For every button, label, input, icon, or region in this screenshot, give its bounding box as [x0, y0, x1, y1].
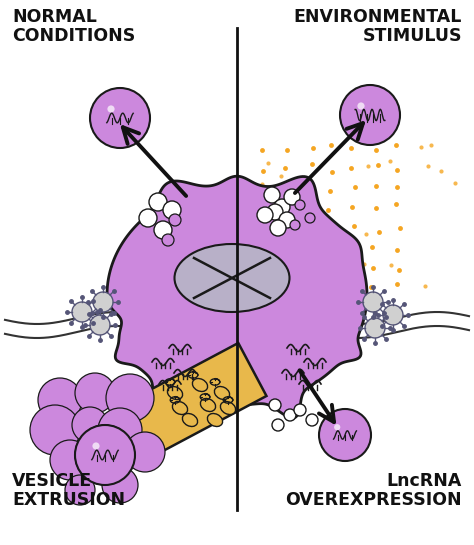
- Circle shape: [75, 425, 135, 485]
- Ellipse shape: [167, 386, 182, 399]
- Ellipse shape: [214, 386, 229, 399]
- Circle shape: [284, 189, 300, 205]
- Circle shape: [284, 409, 296, 421]
- Circle shape: [340, 85, 400, 145]
- Circle shape: [295, 200, 305, 210]
- Circle shape: [106, 374, 154, 422]
- Ellipse shape: [192, 379, 208, 391]
- Circle shape: [102, 467, 138, 503]
- Circle shape: [306, 414, 318, 426]
- Circle shape: [154, 221, 172, 239]
- Circle shape: [98, 408, 142, 452]
- Polygon shape: [124, 343, 266, 457]
- Circle shape: [92, 443, 100, 450]
- Text: NORMAL
CONDITIONS: NORMAL CONDITIONS: [12, 8, 135, 45]
- Circle shape: [294, 404, 306, 416]
- Circle shape: [334, 424, 340, 431]
- Circle shape: [267, 204, 283, 220]
- Circle shape: [149, 193, 167, 211]
- Circle shape: [65, 475, 95, 505]
- Circle shape: [162, 234, 174, 246]
- Circle shape: [93, 292, 113, 312]
- Text: LncRNA
OVEREXPRESSION: LncRNA OVEREXPRESSION: [285, 472, 462, 510]
- Circle shape: [163, 201, 181, 219]
- Circle shape: [290, 220, 300, 230]
- Circle shape: [363, 292, 383, 312]
- Circle shape: [169, 214, 181, 226]
- Circle shape: [383, 305, 403, 325]
- Circle shape: [72, 407, 108, 443]
- Circle shape: [72, 302, 92, 322]
- Ellipse shape: [201, 398, 216, 411]
- Polygon shape: [107, 176, 367, 418]
- Text: ENVIRONMENTAL
STIMULUS: ENVIRONMENTAL STIMULUS: [293, 8, 462, 45]
- Ellipse shape: [173, 402, 188, 415]
- Circle shape: [279, 212, 295, 228]
- Circle shape: [75, 373, 115, 413]
- Circle shape: [108, 105, 115, 113]
- Circle shape: [270, 220, 286, 236]
- Circle shape: [50, 440, 90, 480]
- Circle shape: [365, 318, 385, 338]
- Ellipse shape: [220, 402, 236, 415]
- Text: VESICLE
EXTRUSION: VESICLE EXTRUSION: [12, 472, 125, 510]
- Circle shape: [319, 409, 371, 461]
- Ellipse shape: [174, 244, 290, 312]
- Circle shape: [38, 378, 82, 422]
- Circle shape: [139, 209, 157, 227]
- Circle shape: [90, 315, 110, 335]
- Ellipse shape: [208, 414, 223, 427]
- Circle shape: [357, 102, 365, 110]
- Circle shape: [75, 425, 135, 485]
- Circle shape: [257, 207, 273, 223]
- Circle shape: [90, 88, 150, 148]
- Ellipse shape: [182, 414, 198, 427]
- Circle shape: [269, 399, 281, 411]
- Circle shape: [272, 419, 284, 431]
- Circle shape: [125, 432, 165, 472]
- Circle shape: [274, 199, 290, 215]
- Circle shape: [264, 187, 280, 203]
- Circle shape: [30, 405, 80, 455]
- Circle shape: [305, 213, 315, 223]
